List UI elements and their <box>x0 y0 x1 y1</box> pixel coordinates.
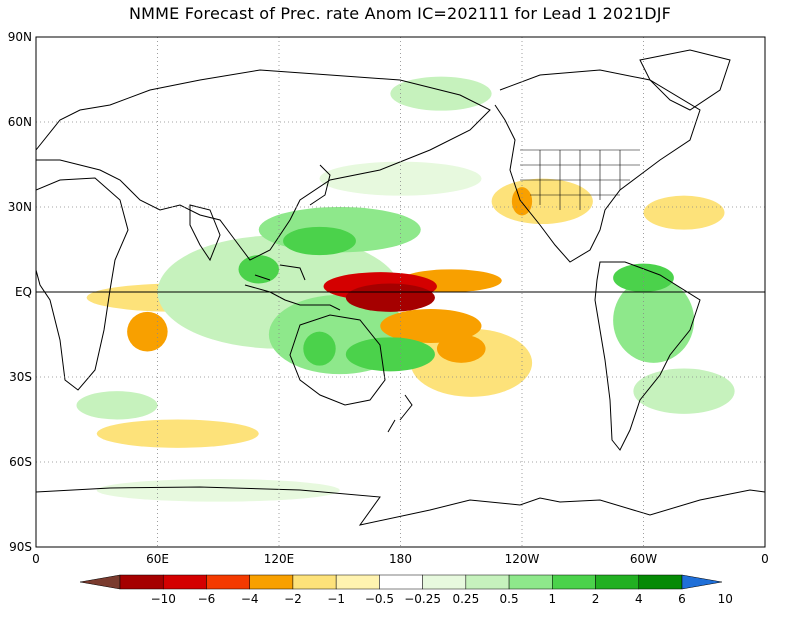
colorbar-swatch <box>162 574 207 590</box>
longitude-labels: 0 60E 120E 180 120W 60W 0 <box>32 552 769 566</box>
lon-tick-label: 180 <box>389 552 412 566</box>
colorbar-swatch <box>249 574 294 590</box>
dry-anomaly-patch <box>380 309 482 343</box>
lat-tick-label: 30S <box>9 370 32 384</box>
colorbar-tick-label: −4 <box>241 592 259 606</box>
graticule <box>36 37 765 547</box>
colorbar-swatch <box>206 574 250 590</box>
colorbar-swatch <box>379 574 423 590</box>
lat-tick-label: 90N <box>8 30 32 44</box>
wet-anomaly-patch <box>303 331 336 366</box>
wet-anomaly-patch <box>613 277 695 363</box>
plot-frame <box>35 36 766 548</box>
dry-anomaly-patch <box>345 283 435 312</box>
wet-anomaly-patch <box>76 391 158 420</box>
colorbar-tick-label: 1 <box>548 592 556 606</box>
wet-anomaly-patch <box>96 479 340 502</box>
colorbar-tick-label: 0.25 <box>452 592 479 606</box>
colorbar-swatch <box>595 574 640 590</box>
colorbar-tick-label: 10 <box>718 592 733 606</box>
wet-anomaly-patch <box>633 368 735 414</box>
anomaly-shading <box>76 76 735 502</box>
colorbar-swatch <box>465 574 510 590</box>
colorbar-swatch <box>119 574 164 590</box>
colorbar-tick-label: −6 <box>198 592 216 606</box>
japan-outline <box>309 164 331 206</box>
greenland-outline <box>639 49 731 111</box>
wet-anomaly-patch <box>390 76 492 111</box>
lat-tick-label: 60N <box>8 115 32 129</box>
colorbar-swatch <box>422 574 467 590</box>
wet-anomaly-patch <box>345 337 435 372</box>
colorbar-tick-label: −2 <box>284 592 302 606</box>
colorbar-max-triangle <box>681 574 723 590</box>
colorbar-tick-label: 2 <box>592 592 600 606</box>
lat-tick-label: EQ <box>15 285 32 299</box>
lon-tick-label: 0 <box>761 552 769 566</box>
colorbar-tick-label: −0.25 <box>404 592 441 606</box>
indonesia-outline <box>244 264 341 311</box>
lon-tick-label: 120E <box>264 552 295 566</box>
new-zealand-outline <box>387 394 413 433</box>
colorbar-tick-label: 0.5 <box>500 592 519 606</box>
colorbar-swatch <box>335 574 380 590</box>
lat-tick-label: 90S <box>9 540 32 554</box>
colorbar <box>79 574 723 590</box>
dry-anomaly-patch <box>436 334 486 363</box>
colorbar-labels: −10 −6 −4 −2 −1 −0.5 −0.25 0.25 0.5 1 2 4 6 10 <box>151 592 733 606</box>
antarctica-outline <box>36 486 765 526</box>
lon-tick-label: 60W <box>630 552 657 566</box>
map-title: NMME Forecast of Prec. rate Anom IC=2021… <box>128 4 672 23</box>
north-america-outline <box>494 69 701 263</box>
colorbar-tick-label: 6 <box>678 592 686 606</box>
colorbar-swatch <box>508 574 553 590</box>
colorbar-min-triangle <box>79 574 121 590</box>
africa-outline <box>36 177 129 391</box>
dry-anomaly-patch <box>491 178 593 224</box>
lat-tick-label: 30N <box>8 200 32 214</box>
colorbar-swatch <box>552 574 596 590</box>
india-outline <box>189 204 221 262</box>
lat-tick-label: 60S <box>9 455 32 469</box>
colorbar-tick-label: 4 <box>635 592 643 606</box>
lon-tick-label: 0 <box>32 552 40 566</box>
lon-tick-label: 120W <box>505 552 540 566</box>
dry-anomaly-patch <box>127 311 168 352</box>
latitude-labels: 90N 60N 30N EQ 30S 60S 90S <box>8 30 32 554</box>
dry-anomaly-patch <box>643 195 725 230</box>
wet-anomaly-patch <box>238 255 279 284</box>
colorbar-tick-label: −0.5 <box>365 592 394 606</box>
wet-anomaly-patch <box>283 226 356 256</box>
colorbar-tick-label: −1 <box>327 592 345 606</box>
wet-anomaly-patch <box>319 161 482 196</box>
eurasia-outline <box>36 69 491 261</box>
colorbar-tick-label: −10 <box>151 592 176 606</box>
colorbar-swatch <box>638 574 683 590</box>
lon-tick-label: 60E <box>146 552 169 566</box>
dry-anomaly-patch <box>96 419 259 448</box>
australia-outline <box>289 314 386 406</box>
usa-state-borders <box>520 149 640 210</box>
colorbar-swatch <box>292 574 337 590</box>
